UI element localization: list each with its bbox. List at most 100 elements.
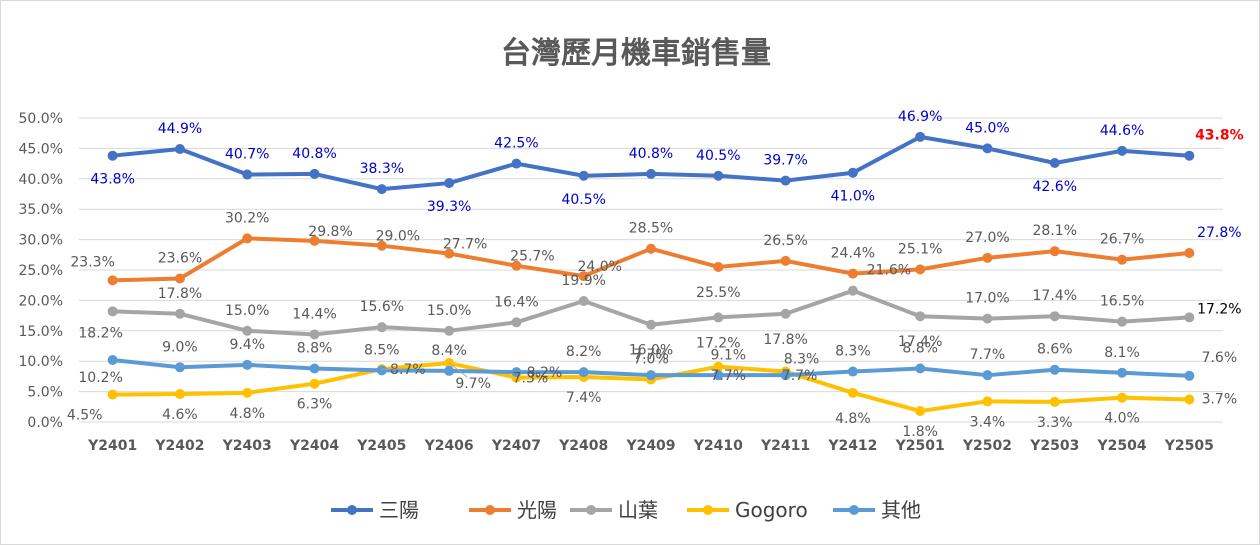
y-axis-ticks: 0.0% 5.0% 10.0% 15.0% 20.0% 25.0% 30.0% 35.0% 40… [19,111,63,431]
data-label: 4.5% [67,408,103,424]
data-label: 4.8% [835,411,871,427]
data-point [107,150,118,161]
y-tick-label: 10.0% [19,354,63,370]
data-point [242,325,253,336]
data-point [107,354,118,365]
y-tick-label: 50.0% [19,111,63,127]
data-label: 8.2% [527,365,563,381]
series-0 [107,131,1195,195]
x-tick-label: Y2411 [760,438,810,454]
data-label: 4.8% [229,406,265,422]
legend-label: 其他 [881,498,921,522]
data-label: 16.5% [1100,294,1144,310]
data-point [107,306,118,317]
series-2 [107,285,1195,340]
data-point [107,389,118,400]
data-point [982,143,993,154]
legend-item: 其他 [833,498,921,522]
data-label: 40.7% [225,147,269,163]
data-label: 16.4% [494,294,538,310]
y-tick-label: 20.0% [19,293,63,309]
data-label: 16.0% [629,343,673,359]
data-point [174,389,185,400]
data-point [713,170,724,181]
data-point [1049,246,1060,257]
data-label: 24.4% [831,246,875,262]
data-label: 17.2% [1197,301,1241,317]
data-point [376,184,387,195]
data-label: 24.0% [577,259,621,275]
data-point [780,370,791,381]
x-tick-label: Y2406 [424,438,474,454]
data-label: 40.5% [696,148,740,164]
data-label: 7.4% [566,390,602,406]
data-label: 42.5% [494,136,538,152]
data-point [242,387,253,398]
legend-marker [347,505,357,515]
data-label: 27.8% [1197,225,1241,241]
leader-line [448,362,468,378]
data-label: 4.0% [1104,411,1140,427]
data-label: 9.1% [711,348,747,364]
data-point [242,169,253,180]
data-point [646,370,656,381]
data-label: 7.3% [513,371,549,387]
legend-label: Gogoro [735,498,808,522]
data-point [847,167,858,178]
x-tick-label: Y2405 [356,438,406,454]
data-point [578,170,589,181]
data-point [174,308,185,319]
data-label: 42.6% [1033,179,1077,195]
data-label: 46.9% [898,109,942,125]
data-point [578,296,589,307]
data-label: 17.2% [696,335,740,351]
data-label: 40.8% [292,146,336,162]
y-tick-label: 15.0% [19,324,63,340]
x-tick-label: Y2401 [87,438,137,454]
data-label: 9.4% [229,337,265,353]
data-label: 14.4% [292,306,336,322]
data-label: 9.0% [162,339,198,355]
data-label: 18.2% [78,325,122,341]
data-point [1184,150,1195,161]
legend: 三陽 光陽 山葉 Gogoro 其他 [331,498,921,522]
data-label: 27.7% [443,237,487,253]
data-label: 45.0% [965,120,1009,136]
data-label: 8.4% [431,343,467,359]
data-point [1049,157,1060,168]
data-label: 43.8% [1195,128,1244,144]
data-point [1117,145,1128,156]
data-point [847,366,858,377]
x-tick-label: Y2501 [895,438,945,454]
series-1 [107,233,1195,286]
data-label: 6.3% [297,397,333,413]
x-tick-label: Y2402 [154,438,204,454]
data-point [646,168,656,179]
data-label: 30.2% [225,210,269,226]
data-point [242,233,253,244]
data-point [1117,392,1128,403]
data-label: 38.3% [360,161,404,177]
data-point [713,312,724,323]
data-label: 17.4% [898,334,942,350]
data-label: 27.0% [965,230,1009,246]
x-tick-label: Y2404 [289,438,339,454]
x-tick-label: Y2504 [1097,438,1147,454]
legend-item: 三陽 [331,498,419,522]
legend-label: 山葉 [618,498,658,522]
x-axis-ticks: Y2401 Y2402 Y2403 Y2404 Y2405 Y2406 Y2407 Y2408… [87,438,1214,454]
legend-label: 光陽 [517,498,557,522]
data-label: 44.6% [1100,123,1144,139]
data-label: 8.3% [784,352,820,368]
y-tick-label: 25.0% [19,263,63,279]
data-label: 8.3% [835,344,871,360]
data-point [376,322,387,333]
legend-marker [485,505,495,515]
data-label: 21.6% [867,263,911,279]
x-tick-label: Y2409 [625,438,675,454]
data-label: 44.9% [158,121,202,137]
data-label: 3.3% [1037,415,1073,431]
x-tick-label: Y2403 [222,438,272,454]
y-tick-label: 30.0% [19,233,63,249]
